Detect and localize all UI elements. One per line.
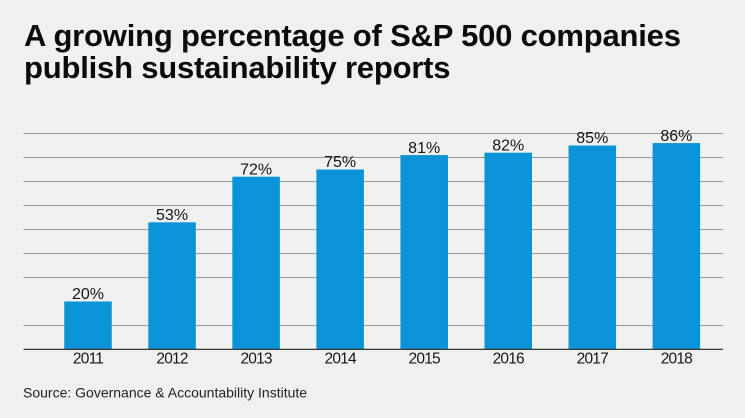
svg-text:2016: 2016	[493, 351, 524, 368]
svg-text:2015: 2015	[409, 351, 440, 368]
svg-text:85%: 85%	[576, 130, 608, 147]
svg-text:2012: 2012	[156, 351, 187, 368]
svg-text:86%: 86%	[660, 128, 692, 145]
svg-text:75%: 75%	[324, 154, 356, 171]
svg-text:2013: 2013	[240, 351, 271, 368]
svg-text:2011: 2011	[73, 351, 103, 368]
svg-text:20%: 20%	[72, 286, 104, 303]
svg-text:A growing percentage of S&P 50: A growing percentage of S&P 500 companie…	[24, 18, 681, 53]
svg-text:81%: 81%	[408, 140, 440, 157]
svg-text:Source: Governance & Accountab: Source: Governance & Accountability Inst…	[23, 385, 307, 401]
svg-text:82%: 82%	[492, 137, 524, 154]
svg-text:2017: 2017	[577, 351, 608, 368]
svg-text:2014: 2014	[325, 351, 357, 368]
svg-text:publish sustainability reports: publish sustainability reports	[24, 50, 450, 85]
svg-text:53%: 53%	[156, 207, 188, 224]
svg-text:2018: 2018	[661, 351, 692, 368]
svg-text:72%: 72%	[240, 161, 272, 178]
